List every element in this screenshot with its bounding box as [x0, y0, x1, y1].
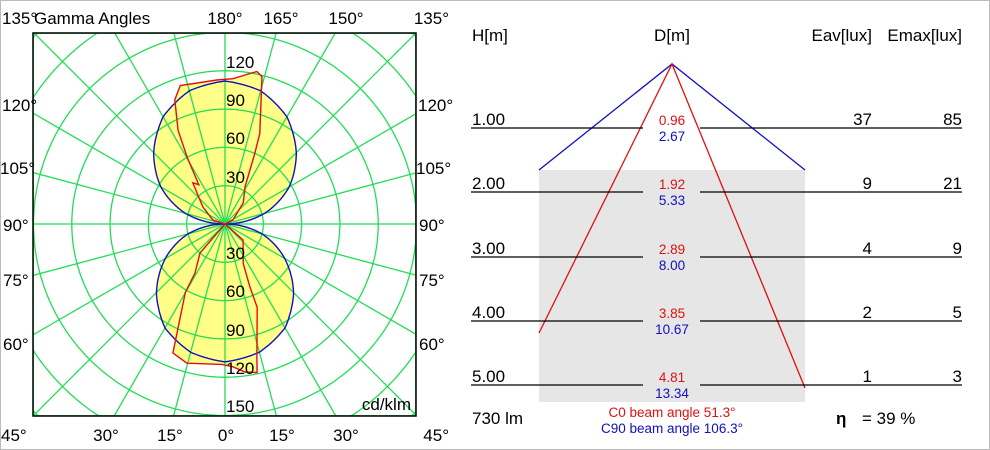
side-label: 60° — [3, 335, 29, 354]
c90-diameter: 10.67 — [655, 322, 689, 337]
emax-value: 3 — [953, 367, 962, 386]
height-value: 3.00 — [472, 239, 505, 258]
bottom-label: 45° — [1, 426, 27, 445]
side-labels-left: 120° 105° 90° 75° 60° — [0, 96, 37, 354]
side-label: 105° — [0, 159, 35, 178]
c90-diameter: 13.34 — [655, 386, 689, 401]
c0-cone-lines — [538, 62, 806, 389]
c0-beam-angle: C0 beam angle 51.3° — [609, 405, 736, 420]
top-label-135-right: 135° — [414, 9, 449, 28]
radial-label: 150 — [226, 397, 254, 416]
radial-label: 60 — [226, 129, 245, 148]
c90-diameter: 8.00 — [659, 258, 685, 273]
bottom-label: 45° — [423, 426, 449, 445]
header-d: D[m] — [654, 26, 690, 45]
polar-title: Gamma Angles — [34, 9, 150, 28]
top-label-135-left: 135° — [2, 9, 37, 28]
cone-row: 3.00 2.898.00 4 9 — [471, 239, 962, 273]
efficiency-symbol: η — [836, 409, 846, 428]
c0-diameter: 3.85 — [659, 306, 685, 321]
top-label-180: 180° — [207, 9, 242, 28]
side-label: 90° — [419, 216, 445, 235]
radial-label: 120 — [226, 359, 254, 378]
emax-value: 5 — [953, 303, 962, 322]
c0-fill — [172, 71, 262, 373]
eav-value: 1 — [863, 367, 872, 386]
bottom-labels: 45° 30° 15° 0° 15° 30° 45° — [1, 426, 449, 445]
header-h: H[m] — [472, 26, 508, 45]
side-label: 120° — [418, 96, 453, 115]
unit-label: cd/klm — [362, 395, 411, 414]
bottom-label: 30° — [333, 426, 359, 445]
radial-label: 120 — [226, 53, 254, 72]
c0-diameter: 2.89 — [659, 242, 685, 257]
c90-curve — [152, 80, 297, 363]
eav-value: 2 — [863, 303, 872, 322]
cone-row: 2.00 1.925.33 9 21 — [471, 174, 962, 208]
emax-value: 9 — [953, 239, 962, 258]
cone-row: 1.00 0.962.67 37 85 — [471, 110, 962, 144]
radial-label: 30 — [226, 168, 245, 187]
top-label-165: 165° — [263, 9, 298, 28]
radial-label: 90 — [226, 321, 245, 340]
cone-background — [539, 170, 805, 402]
bottom-label: 15° — [157, 426, 183, 445]
top-label-150: 150° — [328, 9, 363, 28]
radial-labels: 120 90 60 30 30 60 90 120 150 — [226, 53, 254, 416]
height-value: 5.00 — [472, 367, 505, 386]
bottom-label: 0° — [218, 426, 234, 445]
flux-label: 730 lm — [472, 409, 523, 428]
polar-curves — [152, 70, 297, 374]
emax-value: 21 — [943, 174, 962, 193]
header-emax: Emax[lux] — [887, 26, 962, 45]
cone-diagram — [538, 62, 806, 402]
c0-diameter: 1.92 — [659, 177, 685, 192]
radial-label: 90 — [226, 91, 245, 110]
bottom-label: 15° — [269, 426, 295, 445]
radial-label: 60 — [226, 282, 245, 301]
side-label: 105° — [416, 159, 451, 178]
eav-value: 9 — [863, 174, 872, 193]
side-label: 75° — [419, 271, 445, 290]
emax-value: 85 — [943, 110, 962, 129]
polar-frame — [32, 32, 417, 417]
c0-curve — [172, 70, 263, 374]
side-label: 90° — [3, 216, 29, 235]
eav-value: 4 — [863, 239, 872, 258]
efficiency-value: = 39 % — [862, 409, 915, 428]
bottom-label: 30° — [93, 426, 119, 445]
side-label: 120° — [2, 96, 37, 115]
side-label: 60° — [419, 335, 445, 354]
c90-diameter: 2.67 — [659, 129, 685, 144]
side-label: 75° — [3, 271, 29, 290]
radial-label: 30 — [226, 244, 245, 263]
eav-value: 37 — [853, 110, 872, 129]
c90-diameter: 5.33 — [659, 193, 685, 208]
c0-diameter: 0.96 — [659, 113, 685, 128]
c0-diameter: 4.81 — [659, 370, 685, 385]
c90-beam-angle: C90 beam angle 106.3° — [601, 421, 743, 436]
height-value: 1.00 — [472, 110, 505, 129]
header-eav: Eav[lux] — [812, 26, 872, 45]
side-labels-right: 120° 105° 90° 75° 60° — [416, 96, 453, 354]
height-value: 2.00 — [472, 174, 505, 193]
height-value: 4.00 — [472, 303, 505, 322]
